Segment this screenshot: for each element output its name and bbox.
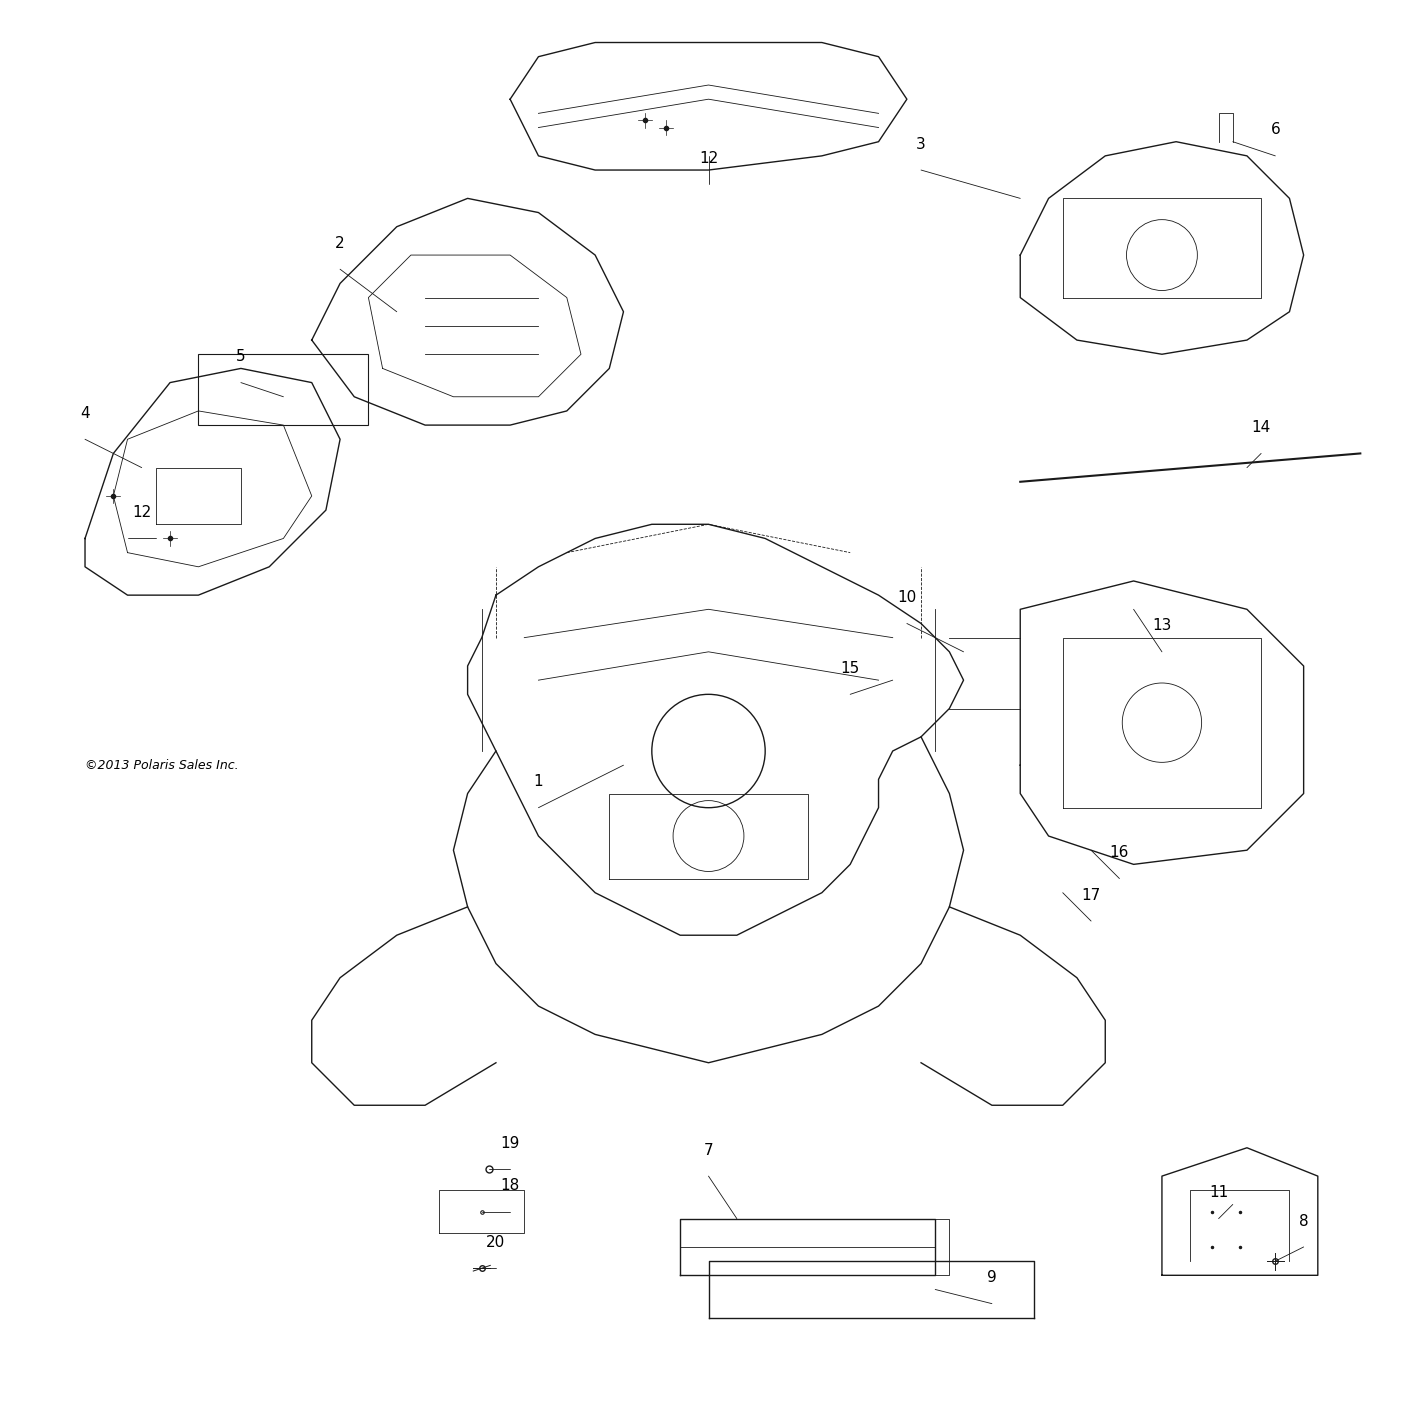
Text: 15: 15 bbox=[840, 660, 860, 676]
Bar bbox=[198, 354, 368, 425]
Text: 14: 14 bbox=[1251, 419, 1271, 435]
Text: 20: 20 bbox=[486, 1234, 506, 1250]
Text: 13: 13 bbox=[1152, 618, 1172, 633]
Text: 12: 12 bbox=[699, 150, 718, 166]
Text: 16: 16 bbox=[1110, 845, 1129, 860]
Text: 9: 9 bbox=[988, 1270, 996, 1285]
Text: 18: 18 bbox=[500, 1178, 520, 1193]
Text: 3: 3 bbox=[917, 136, 925, 152]
Text: 4: 4 bbox=[81, 405, 89, 421]
Text: 17: 17 bbox=[1081, 887, 1101, 903]
Text: 10: 10 bbox=[897, 589, 917, 605]
Text: 1: 1 bbox=[534, 774, 543, 789]
Text: 12: 12 bbox=[132, 504, 152, 520]
Text: 19: 19 bbox=[500, 1135, 520, 1151]
Text: 5: 5 bbox=[237, 349, 245, 364]
Text: 7: 7 bbox=[704, 1142, 713, 1158]
Text: 6: 6 bbox=[1271, 122, 1280, 137]
Text: 8: 8 bbox=[1299, 1213, 1308, 1229]
Text: 2: 2 bbox=[336, 235, 344, 251]
Text: ©2013 Polaris Sales Inc.: ©2013 Polaris Sales Inc. bbox=[85, 758, 238, 772]
Text: 11: 11 bbox=[1209, 1185, 1229, 1200]
